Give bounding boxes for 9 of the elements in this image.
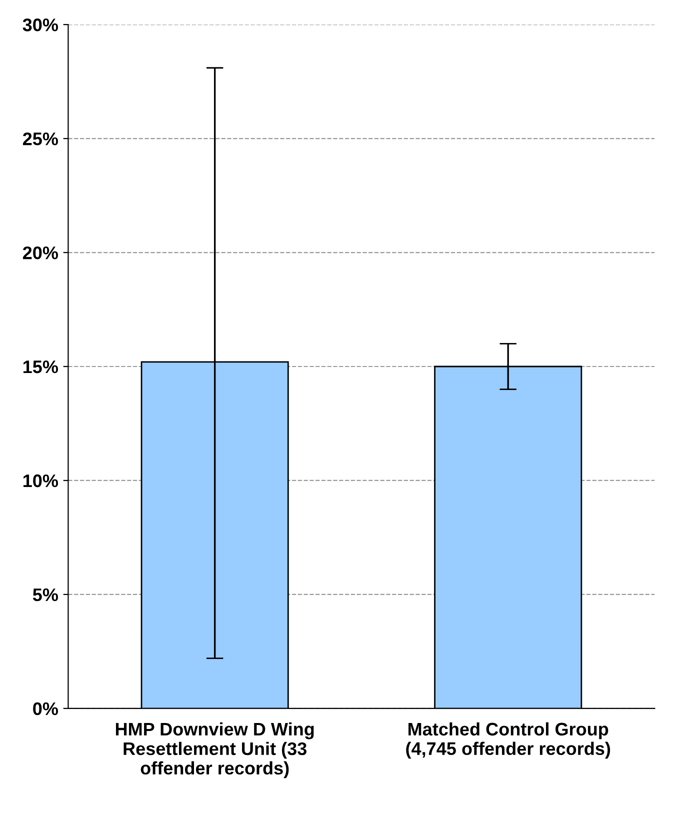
y-tick-label: 25% [22,132,58,146]
y-tick-label: 20% [22,246,58,260]
y-tick-label: 15% [23,360,58,374]
y-tick-label: 30% [22,18,58,32]
y-tick-label: 5% [32,588,58,602]
x-tick-label: HMP Downview D Wing Resettlement Unit (33 offender records) [116,722,314,778]
x-tick-label: Matched Control Group (4,745 offender records) [406,722,610,759]
y-tick-label: 0% [33,702,58,716]
y-tick-label: 10% [23,474,58,488]
